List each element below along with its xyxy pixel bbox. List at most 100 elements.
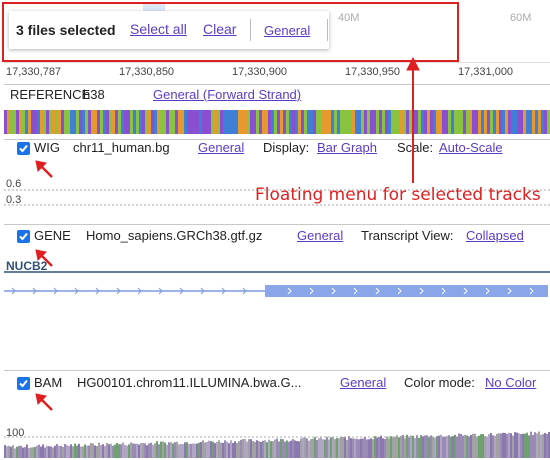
- coverage-bar: [198, 442, 200, 458]
- exon: [265, 285, 548, 297]
- coverage-bar: [394, 436, 396, 458]
- coverage-bar: [422, 436, 424, 458]
- coverage-bar: [492, 435, 494, 458]
- base: [202, 110, 205, 134]
- coverage-bar: [144, 443, 146, 458]
- coverage-bar: [26, 444, 28, 458]
- arrow: [179, 287, 184, 295]
- coverage-bar: [522, 433, 524, 458]
- coverage-bar: [130, 442, 132, 458]
- base: [166, 110, 169, 134]
- coverage-bar: [460, 433, 462, 458]
- track-menu[interactable]: General: [198, 140, 245, 155]
- coverage-bar: [94, 445, 96, 458]
- strand-arrows: [11, 287, 534, 295]
- option-label: Color mode:: [404, 375, 475, 390]
- base: [247, 110, 250, 134]
- coverage-bar: [274, 439, 276, 458]
- coverage-bar: [506, 433, 508, 458]
- base: [40, 110, 43, 134]
- selected-count: 3 files selected: [16, 22, 116, 38]
- coverage-bar: [102, 444, 104, 458]
- coverage-bar: [490, 433, 492, 458]
- coverage-bar: [18, 445, 20, 458]
- option-value[interactable]: No Color: [485, 375, 537, 390]
- coverage-bar: [518, 433, 520, 458]
- coverage-bar: [474, 433, 476, 458]
- coverage-bar: [50, 446, 52, 458]
- coverage-bar: [386, 436, 388, 458]
- coverage-bar: [44, 447, 46, 458]
- coverage-bar: [60, 445, 62, 458]
- coverage-bar: [202, 440, 204, 458]
- track-file: HG00101.chrom11.ILLUMINA.bwa.G...: [77, 375, 302, 390]
- base: [19, 110, 22, 134]
- base: [445, 110, 448, 134]
- track-menu[interactable]: General: [340, 375, 387, 390]
- reference-menu[interactable]: General (Forward Strand): [153, 87, 302, 102]
- base: [148, 110, 151, 134]
- coverage-bar: [500, 433, 502, 458]
- menu-general[interactable]: General: [264, 23, 311, 38]
- base: [469, 110, 472, 134]
- checkbox[interactable]: [17, 230, 30, 243]
- ruler-line: [4, 62, 550, 63]
- base: [208, 110, 211, 134]
- option-value[interactable]: Collapsed: [466, 228, 524, 243]
- coverage-bar: [392, 437, 394, 458]
- base: [499, 110, 502, 134]
- coverage-bar: [340, 437, 342, 458]
- track-menu[interactable]: General: [297, 228, 344, 243]
- coverage-bar: [286, 440, 288, 458]
- ruler-label: 17,330,900: [232, 66, 288, 78]
- coverage-bar: [210, 441, 212, 458]
- option-value[interactable]: Bar Graph: [317, 140, 377, 155]
- coverage-bar: [396, 435, 398, 458]
- coverage-bar: [262, 440, 264, 458]
- separator: [4, 139, 550, 140]
- coverage-bar: [420, 435, 422, 458]
- base: [424, 110, 427, 134]
- base: [4, 110, 7, 134]
- base: [496, 110, 499, 134]
- base: [448, 110, 451, 134]
- base: [418, 110, 421, 134]
- axis-label: 0.6: [6, 178, 22, 190]
- ruler-label: 17,330,950: [345, 66, 401, 78]
- base: [25, 110, 28, 134]
- coverage-bar: [200, 442, 202, 458]
- coverage-bar: [100, 445, 102, 458]
- coverage-bar: [314, 437, 316, 458]
- coverage-bar: [148, 443, 150, 458]
- coverage-bar: [30, 447, 32, 458]
- coverage-bar: [104, 445, 106, 458]
- track-type: GENE: [34, 228, 71, 243]
- coverage-bar: [414, 438, 416, 458]
- base: [37, 110, 40, 134]
- checkbox[interactable]: [17, 377, 30, 390]
- base: [271, 110, 274, 134]
- coverage-bar: [158, 444, 160, 458]
- coverage-bar: [458, 433, 460, 458]
- coverage-bar: [98, 442, 100, 458]
- base: [484, 110, 487, 134]
- option-value[interactable]: Auto-Scale: [439, 140, 503, 155]
- coverage-bar: [128, 444, 130, 458]
- base: [112, 110, 115, 134]
- base: [79, 110, 82, 134]
- coverage-bar: [456, 436, 458, 458]
- base: [535, 110, 538, 134]
- coverage-bar: [10, 446, 12, 458]
- coverage-bar: [430, 435, 432, 458]
- base: [478, 110, 481, 134]
- select-all[interactable]: Select all: [130, 21, 187, 37]
- option-label: Transcript View:: [361, 228, 454, 243]
- base: [28, 110, 31, 134]
- coverage-bar: [442, 436, 444, 458]
- base: [475, 110, 478, 134]
- checkbox[interactable]: [17, 142, 30, 155]
- clear[interactable]: Clear: [203, 21, 237, 37]
- base: [256, 110, 259, 134]
- coverage-bar: [426, 435, 428, 458]
